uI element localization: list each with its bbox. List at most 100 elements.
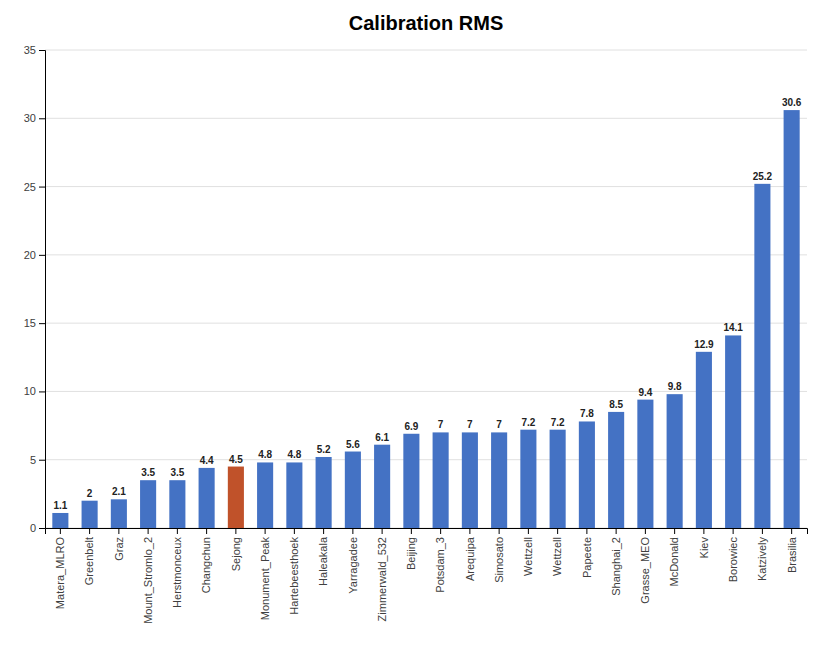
- tick-label: Hartebeesthoek: [288, 537, 300, 615]
- data-label: 12.9: [694, 339, 714, 350]
- data-label: 3.5: [141, 467, 155, 478]
- tick-label: Greenbelt: [83, 537, 95, 585]
- data-label: 9.8: [668, 381, 682, 392]
- bar: [169, 480, 185, 528]
- bar: [257, 462, 273, 528]
- tick-mark: [440, 528, 441, 534]
- tick-mark: [586, 528, 587, 534]
- tick-mark: [323, 528, 324, 534]
- tick: 10: [24, 385, 45, 397]
- tick-mark: [39, 391, 45, 392]
- tick-mark: [352, 528, 353, 534]
- tick: Papeete: [581, 528, 593, 578]
- tick-label: Graz: [113, 537, 125, 561]
- tick: 20: [24, 249, 45, 261]
- data-label: 4.8: [287, 449, 301, 460]
- tick-mark: [148, 528, 149, 534]
- axis-line: [46, 529, 808, 535]
- tick-mark: [557, 528, 558, 534]
- bar: [667, 394, 683, 528]
- tick: Kiev: [698, 528, 710, 558]
- tick: Matera_MLRO: [54, 528, 66, 609]
- tick: Hartebeesthoek: [288, 528, 300, 615]
- tick-label: Herstmonceux: [171, 537, 183, 608]
- tick-label: Zimmerwald_532: [376, 537, 388, 621]
- tick: 15: [24, 317, 45, 329]
- tick: Zimmerwald_532: [376, 528, 388, 621]
- tick: Graz: [113, 528, 125, 561]
- tick-label: 0: [30, 522, 36, 534]
- tick-label: Yarragadee: [347, 537, 359, 594]
- tick-label: Kiev: [698, 537, 710, 559]
- data-label: 7: [496, 419, 502, 430]
- tick-mark: [411, 528, 412, 534]
- bar: [199, 468, 215, 528]
- tick: 35: [24, 44, 45, 56]
- tick-label: Beijing: [405, 537, 417, 570]
- bar: [754, 184, 770, 528]
- grid-line: [45, 254, 807, 255]
- tick: Arequipa: [464, 528, 476, 581]
- tick-mark: [294, 528, 295, 534]
- axis-line: [39, 51, 46, 529]
- tick-label: Haleakala: [317, 536, 329, 586]
- tick-label: Potsdam_3: [434, 537, 446, 593]
- grid-line: [45, 391, 807, 392]
- tick-label: 30: [24, 112, 36, 124]
- bar: [228, 467, 244, 528]
- tick: Wettzell: [551, 528, 563, 576]
- data-label: 2.1: [112, 486, 126, 497]
- tick: Changchun: [200, 528, 212, 593]
- data-label: 4.8: [258, 449, 272, 460]
- tick: Simosato: [493, 528, 505, 583]
- tick-mark: [39, 187, 45, 188]
- bar: [403, 434, 419, 528]
- bar: [82, 501, 98, 528]
- tick-label: 10: [24, 385, 36, 397]
- tick: Beijing: [405, 528, 417, 570]
- tick: 30: [24, 112, 45, 124]
- tick: Greenbelt: [83, 528, 95, 585]
- tick: Haleakala: [317, 528, 329, 586]
- bar: [637, 400, 653, 528]
- grid-line: [45, 186, 807, 187]
- data-label: 6.1: [375, 432, 389, 443]
- data-label: 8.5: [609, 399, 623, 410]
- tick: Herstmonceux: [171, 528, 183, 608]
- bar: [433, 432, 449, 528]
- tick-label: Mount_Stromlo_2: [142, 537, 154, 624]
- tick: Sejong: [230, 528, 242, 571]
- tick-mark: [39, 528, 45, 529]
- tick-mark: [674, 528, 675, 534]
- tick-mark: [118, 528, 119, 534]
- tick-mark: [528, 528, 529, 534]
- bar: [316, 457, 332, 528]
- tick-mark: [616, 528, 617, 534]
- tick-mark: [39, 50, 45, 51]
- grid-line: [45, 118, 807, 119]
- tick-mark: [499, 528, 500, 534]
- tick-mark: [39, 255, 45, 256]
- tick-mark: [177, 528, 178, 534]
- data-label: 4.5: [229, 454, 243, 465]
- data-label: 7.8: [580, 408, 594, 419]
- bar: [140, 480, 156, 528]
- tick-mark: [762, 528, 763, 534]
- bar: [579, 421, 595, 528]
- data-label: 7.2: [551, 417, 565, 428]
- tick: Monument_Peak: [259, 528, 271, 620]
- data-labels: 1.122.13.53.54.44.54.84.85.25.66.16.9777…: [53, 97, 801, 511]
- data-label: 1.1: [53, 500, 67, 511]
- plot: 05101520253035Matera_MLROGreenbeltGrazMo…: [24, 44, 808, 624]
- data-label: 25.2: [753, 171, 773, 182]
- tick-label: Matera_MLRO: [54, 537, 66, 610]
- tick-mark: [39, 323, 45, 324]
- bar: [374, 445, 390, 528]
- data-label: 9.4: [638, 387, 652, 398]
- bar: [345, 452, 361, 528]
- tick: McDonald: [668, 528, 680, 587]
- data-label: 7: [438, 419, 444, 430]
- grid-line: [45, 323, 807, 324]
- bar: [784, 110, 800, 528]
- bar: [286, 462, 302, 528]
